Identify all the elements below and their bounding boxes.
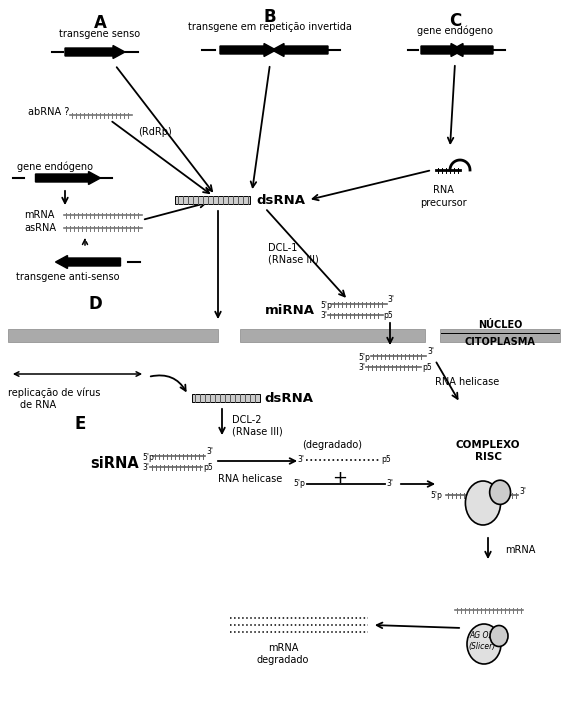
Text: A: A bbox=[93, 14, 106, 32]
Text: (RdRp): (RdRp) bbox=[138, 127, 172, 137]
Text: 3': 3' bbox=[142, 463, 149, 471]
Text: (RNase III): (RNase III) bbox=[232, 427, 283, 437]
Bar bbox=[175, 196, 250, 204]
Text: de RNA: de RNA bbox=[20, 400, 56, 410]
FancyArrow shape bbox=[220, 43, 276, 56]
Text: AG O2: AG O2 bbox=[470, 632, 494, 640]
Text: (Slicer): (Slicer) bbox=[469, 642, 496, 650]
Text: mRNA: mRNA bbox=[24, 210, 54, 220]
Text: 5'p: 5'p bbox=[293, 480, 305, 488]
FancyArrow shape bbox=[65, 46, 125, 58]
Text: asRNA: asRNA bbox=[24, 223, 56, 233]
Text: DCL-1: DCL-1 bbox=[268, 243, 297, 253]
Text: transgene anti-senso: transgene anti-senso bbox=[16, 272, 120, 282]
Text: transgene senso: transgene senso bbox=[59, 29, 140, 39]
Text: CITOPLASMA: CITOPLASMA bbox=[465, 337, 535, 347]
Text: p5: p5 bbox=[381, 456, 391, 464]
Text: 5'p: 5'p bbox=[142, 453, 154, 461]
Text: p5: p5 bbox=[422, 362, 432, 371]
Text: 5'p: 5'p bbox=[430, 491, 442, 501]
Bar bbox=[8, 329, 218, 342]
Text: 3': 3' bbox=[320, 310, 327, 319]
Text: p5: p5 bbox=[203, 463, 213, 471]
Ellipse shape bbox=[490, 625, 508, 647]
Text: precursor: precursor bbox=[419, 198, 466, 208]
Text: +: + bbox=[332, 469, 348, 487]
Text: RNA helicase: RNA helicase bbox=[435, 377, 499, 387]
Text: mRNA: mRNA bbox=[268, 643, 298, 653]
Text: abRNA ?: abRNA ? bbox=[28, 107, 70, 117]
Ellipse shape bbox=[465, 481, 500, 525]
Text: RNA: RNA bbox=[432, 185, 453, 195]
Text: p5: p5 bbox=[383, 310, 393, 319]
FancyArrow shape bbox=[55, 255, 121, 269]
FancyArrow shape bbox=[421, 43, 463, 56]
Text: 5'p: 5'p bbox=[320, 300, 332, 309]
Text: 3': 3' bbox=[387, 295, 394, 304]
Text: transgene em repetição invertida: transgene em repetição invertida bbox=[188, 22, 352, 32]
FancyArrow shape bbox=[451, 43, 493, 56]
Text: gene endógeno: gene endógeno bbox=[417, 26, 493, 36]
Ellipse shape bbox=[467, 624, 501, 664]
Text: 3': 3' bbox=[427, 347, 434, 356]
Text: degradado: degradado bbox=[257, 655, 309, 665]
Text: B: B bbox=[264, 8, 276, 26]
Text: E: E bbox=[74, 415, 85, 433]
Bar bbox=[192, 394, 260, 402]
Text: dsRNA: dsRNA bbox=[256, 193, 305, 207]
Text: 3': 3' bbox=[519, 486, 526, 496]
Bar bbox=[440, 329, 560, 342]
Text: gene endógeno: gene endógeno bbox=[17, 162, 93, 173]
Text: D: D bbox=[88, 295, 102, 313]
Text: (RNase III): (RNase III) bbox=[268, 255, 319, 265]
FancyArrow shape bbox=[272, 43, 328, 56]
Bar bbox=[240, 329, 425, 342]
Text: RISC: RISC bbox=[474, 452, 501, 462]
Text: C: C bbox=[449, 12, 461, 30]
Text: mRNA: mRNA bbox=[505, 545, 535, 555]
Ellipse shape bbox=[490, 480, 511, 504]
Text: NÚCLEO: NÚCLEO bbox=[478, 320, 522, 330]
Text: DCL-2: DCL-2 bbox=[232, 415, 261, 425]
Text: 5'p: 5'p bbox=[358, 352, 370, 361]
Text: 3': 3' bbox=[297, 456, 304, 464]
Text: replicação de vírus: replicação de vírus bbox=[8, 388, 100, 399]
Text: 3': 3' bbox=[358, 362, 365, 371]
Text: COMPLEXO: COMPLEXO bbox=[456, 440, 520, 450]
Text: 3': 3' bbox=[386, 480, 393, 488]
Text: 3': 3' bbox=[206, 448, 213, 456]
Text: miRNA: miRNA bbox=[265, 304, 315, 317]
Text: RNA helicase: RNA helicase bbox=[218, 474, 282, 484]
FancyArrow shape bbox=[36, 172, 101, 185]
Text: siRNA: siRNA bbox=[90, 456, 139, 471]
Text: dsRNA: dsRNA bbox=[264, 391, 313, 404]
Text: (degradado): (degradado) bbox=[302, 440, 362, 450]
